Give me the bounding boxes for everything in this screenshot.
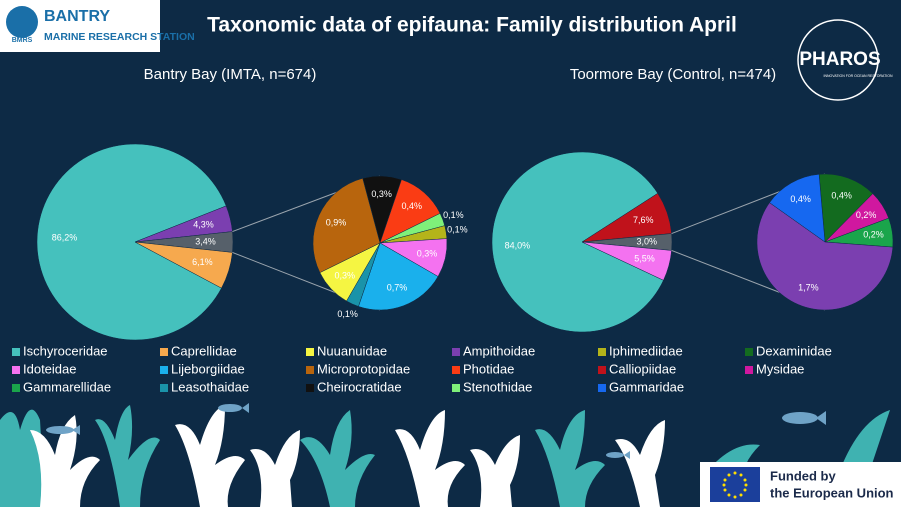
legend-label: Leasothaidae	[171, 379, 249, 394]
logo-subtitle: MARINE RESEARCH STATION	[44, 31, 195, 43]
data-label: 3,4%	[195, 236, 216, 246]
main-slice	[36, 143, 227, 341]
legend-swatch	[598, 366, 606, 374]
legend-swatch	[12, 384, 20, 392]
data-label: 0,4%	[831, 190, 852, 200]
legend-swatch	[306, 348, 314, 356]
eu-stars	[722, 471, 748, 499]
legend-label: Gammaridae	[609, 379, 684, 394]
legend-label: Iphimediidae	[609, 343, 683, 358]
data-label: 0,1%	[337, 309, 358, 319]
partner-ring	[797, 19, 879, 101]
legend-swatch	[598, 384, 606, 392]
legend-swatch	[452, 348, 460, 356]
legend-label: Calliopiidae	[609, 361, 676, 376]
legend-label: Dexaminidae	[756, 343, 832, 358]
legend-label: Gammarellidae	[23, 379, 111, 394]
data-label: 86,2%	[52, 232, 78, 242]
sub-slice	[818, 173, 874, 243]
data-label: 0,3%	[335, 270, 356, 280]
logo-icon	[6, 6, 38, 38]
legend-label: Idoteidae	[23, 361, 77, 376]
legend-swatch	[745, 348, 753, 356]
legend-label: Ischyroceridae	[23, 343, 108, 358]
data-label: 0,4%	[402, 201, 423, 211]
funding-text: the European Union	[770, 485, 894, 500]
data-label: 1,7%	[798, 282, 819, 292]
sub-slice	[358, 242, 439, 311]
main-slice	[491, 151, 664, 333]
legend-label: Mysidae	[756, 361, 804, 376]
data-label: 0,9%	[326, 217, 347, 227]
legend-swatch	[12, 366, 20, 374]
sub-slice	[756, 202, 894, 311]
legend-label: Ampithoidae	[463, 343, 535, 358]
chart-title: Toormore Bay (Control, n=474)	[570, 66, 776, 83]
legend-label: Lijeborgiidae	[171, 361, 245, 376]
legend-swatch	[306, 366, 314, 374]
data-label: 0,2%	[863, 229, 884, 239]
legend-label: Nuuanuidae	[317, 343, 387, 358]
legend-swatch	[306, 384, 314, 392]
data-label: 0,4%	[790, 194, 811, 204]
legend-swatch	[160, 366, 168, 374]
legend-label: Cheirocratidae	[317, 379, 402, 394]
legend-swatch	[598, 348, 606, 356]
logo-badge: BMRS	[12, 37, 33, 44]
partner-name: PHAROS	[799, 49, 880, 70]
legend-label: Photidae	[463, 361, 514, 376]
legend-label: Microprotopidae	[317, 361, 410, 376]
sub-slice	[769, 173, 826, 243]
fish	[46, 403, 826, 459]
data-label: 6,1%	[192, 257, 213, 267]
data-label: 84,0%	[505, 241, 531, 251]
data-label: 0,7%	[387, 283, 408, 293]
legend-swatch	[160, 384, 168, 392]
data-label: 0,2%	[856, 210, 877, 220]
data-label: 0,3%	[417, 248, 438, 258]
legend-label: Stenothidae	[463, 379, 532, 394]
chart-title: Bantry Bay (IMTA, n=674)	[144, 66, 317, 83]
legend-swatch	[12, 348, 20, 356]
data-label: 4,3%	[193, 219, 214, 229]
data-label: 7,6%	[633, 215, 654, 225]
legend-swatch	[160, 348, 168, 356]
legend-swatch	[452, 384, 460, 392]
data-label: 3,0%	[637, 236, 658, 246]
data-label: 0,1%	[443, 210, 464, 220]
slide-title: Taxonomic data of epifauna: Family distr…	[207, 14, 737, 37]
data-label: 0,3%	[371, 189, 392, 199]
legend-label: Caprellidae	[171, 343, 237, 358]
data-label: 0,1%	[447, 225, 468, 235]
logo-name: BANTRY	[44, 8, 110, 25]
coral-decoration	[30, 405, 665, 507]
legend-swatch	[452, 366, 460, 374]
data-label: 5,5%	[634, 253, 655, 263]
sub-slice	[312, 177, 381, 273]
funding-text: Funded by	[770, 468, 836, 483]
partner-tagline: INNOVATION FOR OCEAN RESTORATION	[824, 74, 893, 78]
legend-swatch	[745, 366, 753, 374]
